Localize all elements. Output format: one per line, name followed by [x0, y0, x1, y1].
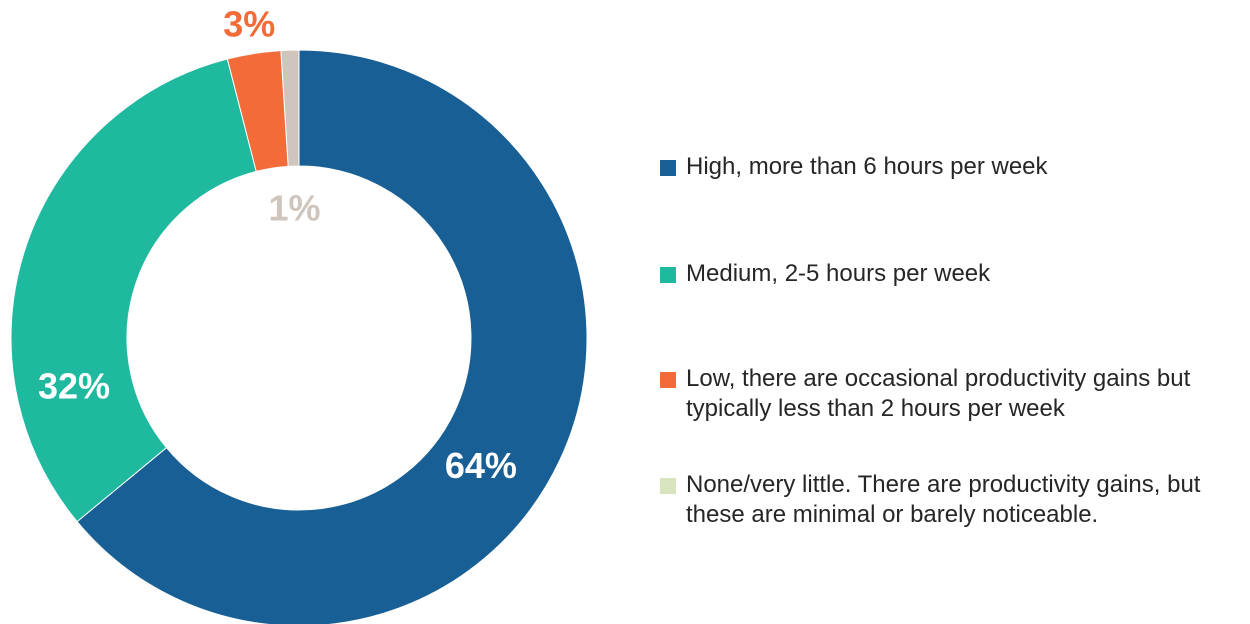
legend-label-low: Low, there are occasional productivity g…: [686, 365, 1191, 422]
donut-chart: 64% 32% 3% 1%: [10, 3, 588, 624]
slice-label-low: 3%: [223, 3, 275, 44]
slice-high: [76, 49, 588, 624]
legend-swatch-low: [660, 372, 676, 388]
slice-none: [280, 49, 300, 167]
legend-label-none: None/very little. There are productivity…: [686, 471, 1201, 528]
legend-swatch-none: [660, 478, 676, 494]
legend-label-high: High, more than 6 hours per week: [686, 153, 1048, 180]
legend-item-high: High, more than 6 hours per week: [660, 152, 1246, 182]
slice-label-high: 64%: [445, 445, 517, 486]
legend-item-low: Low, there are occasional productivity g…: [660, 364, 1246, 424]
slice-medium: [10, 58, 257, 523]
legend-swatch-high: [660, 160, 676, 176]
chart-legend: High, more than 6 hours per week Medium,…: [660, 0, 1250, 624]
legend-swatch-medium: [660, 267, 676, 283]
slice-label-medium: 32%: [38, 365, 110, 406]
slice-label-none: 1%: [268, 188, 320, 229]
legend-label-medium: Medium, 2-5 hours per week: [686, 260, 991, 287]
legend-item-medium: Medium, 2-5 hours per week: [660, 259, 1246, 289]
legend-item-none: None/very little. There are productivity…: [660, 470, 1246, 530]
